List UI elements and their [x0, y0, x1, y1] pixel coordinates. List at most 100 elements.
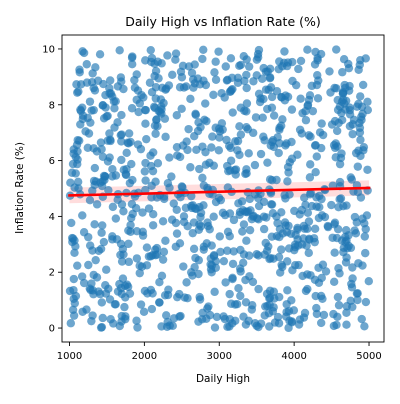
scatter-point: [269, 303, 278, 312]
scatter-point: [242, 99, 252, 108]
scatter-point: [110, 104, 119, 113]
scatter-point: [186, 163, 195, 172]
scatter-point: [167, 215, 177, 224]
scatter-point: [73, 135, 82, 145]
scatter-point: [267, 103, 277, 112]
scatter-point: [157, 271, 167, 281]
scatter-point: [288, 76, 297, 86]
scatter-point: [241, 275, 250, 285]
scatter-point: [116, 73, 126, 82]
scatter-point: [161, 132, 170, 142]
x-axis-label: Daily High: [196, 373, 250, 385]
scatter-point: [121, 314, 130, 324]
scatter-point: [314, 263, 323, 272]
scatter-point: [258, 113, 267, 122]
scatter-point: [215, 133, 224, 142]
scatter-point: [79, 48, 89, 58]
scatter-point: [175, 239, 185, 248]
scatter-point: [160, 114, 170, 123]
scatter-point: [202, 314, 211, 323]
scatter-point: [236, 60, 246, 70]
scatter-point: [320, 212, 330, 222]
scatter-point: [126, 220, 135, 230]
y-tick-label: 2: [49, 268, 55, 279]
scatter-point: [348, 302, 357, 312]
scatter-point: [278, 262, 287, 272]
scatter-point: [356, 92, 365, 101]
scatter-point: [297, 240, 307, 249]
scatter-point: [332, 126, 342, 136]
scatter-point: [332, 45, 341, 54]
scatter-point: [252, 55, 262, 64]
scatter-point: [178, 61, 188, 71]
scatter-point: [299, 313, 309, 322]
scatter-point: [148, 166, 158, 176]
scatter-point: [235, 122, 244, 131]
scatter-point: [152, 243, 162, 253]
scatter-point: [98, 313, 107, 323]
scatter-point: [312, 80, 322, 90]
scatter-point: [333, 292, 343, 302]
scatter-point: [225, 209, 235, 218]
scatter-point: [89, 83, 98, 93]
scatter-point: [161, 236, 170, 245]
scatter-point: [119, 207, 128, 216]
scatter-point: [188, 228, 197, 238]
scatter-point: [190, 132, 199, 141]
scatter-point: [303, 208, 313, 218]
scatter-point: [175, 312, 184, 321]
scatter-point: [273, 218, 282, 228]
scatter-point: [283, 177, 292, 186]
scatter-point: [187, 68, 197, 78]
scatter-point: [331, 139, 340, 148]
scatter-point: [364, 277, 373, 286]
scatter-point: [328, 233, 337, 242]
scatter-point: [88, 186, 97, 195]
scatter-point: [298, 271, 307, 281]
scatter-point: [91, 255, 100, 265]
scatter-point: [254, 251, 263, 260]
scatter-point: [358, 261, 367, 270]
scatter-point: [191, 110, 201, 120]
scatter-point: [231, 170, 240, 179]
scatter-point: [305, 91, 315, 100]
scatter-point: [78, 103, 87, 112]
scatter-point: [341, 83, 350, 93]
x-tick-label: 3000: [207, 351, 232, 362]
scatter-point: [205, 225, 214, 234]
scatter-point: [247, 305, 257, 314]
plot-frame: [61, 34, 385, 343]
scatter-point: [106, 136, 115, 146]
scatter-point: [117, 155, 126, 165]
scatter-point: [241, 320, 251, 329]
scatter-point: [361, 297, 371, 307]
scatter-point: [228, 319, 237, 328]
scatter-point: [189, 244, 199, 254]
scatter-point: [154, 74, 163, 83]
scatter-point: [208, 132, 217, 141]
scatter-point: [104, 186, 113, 195]
scatter-point: [203, 218, 212, 227]
scatter-point: [361, 248, 370, 258]
scatter-point: [203, 304, 212, 313]
scatter-point: [318, 130, 328, 140]
scatter-point: [89, 144, 98, 153]
scatter-point: [75, 65, 84, 74]
x-tick-label: 4000: [281, 351, 306, 362]
scatter-point: [179, 262, 188, 271]
scatter-point: [224, 166, 233, 176]
y-tick-label: 6: [49, 156, 55, 167]
scatter-point: [334, 301, 344, 310]
scatter-point: [168, 70, 177, 80]
scatter-point: [309, 234, 319, 243]
scatter-point: [71, 291, 81, 301]
scatter-point: [130, 75, 139, 85]
scatter-point: [360, 322, 369, 331]
scatter-point: [347, 283, 357, 292]
scatter-point: [90, 220, 99, 229]
scatter-point: [198, 54, 207, 64]
scatter-point: [82, 60, 91, 69]
scatter-point: [352, 102, 362, 111]
scatter-point: [141, 176, 150, 185]
scatter-point: [263, 158, 272, 167]
